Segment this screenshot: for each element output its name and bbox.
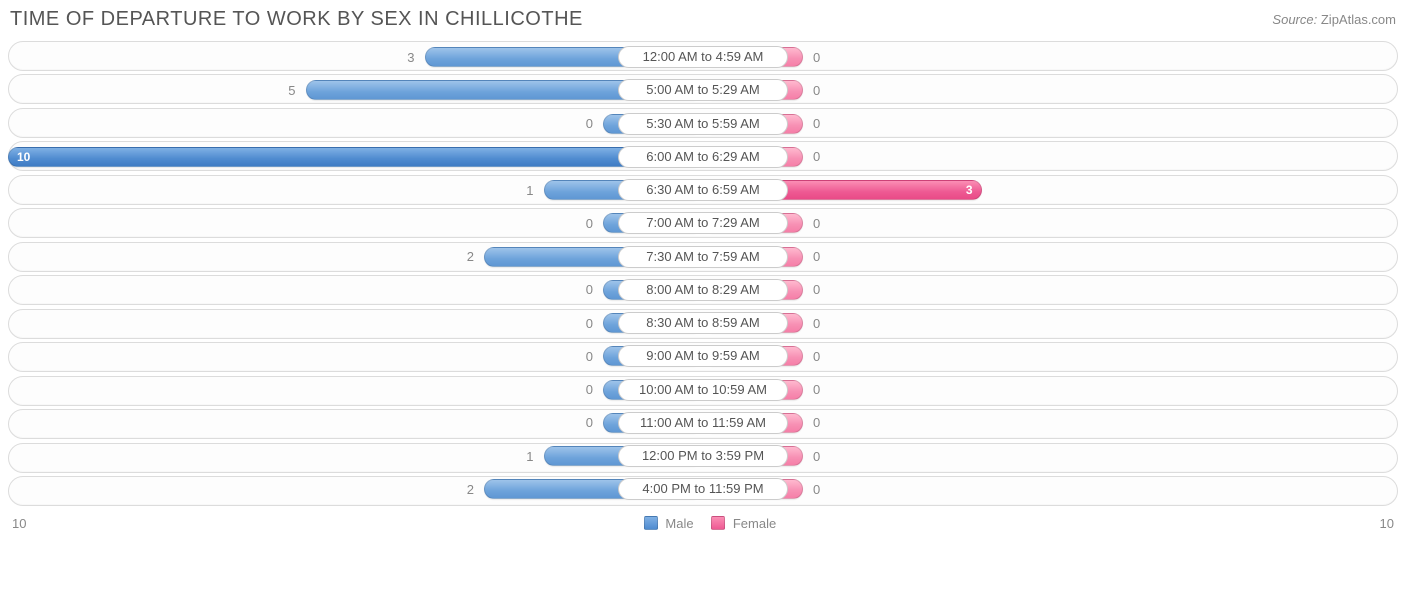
female-value: 0 — [803, 249, 830, 264]
category-label: 5:30 AM to 5:59 AM — [618, 113, 788, 135]
female-value: 0 — [803, 449, 830, 464]
male-swatch-icon — [644, 516, 658, 530]
male-value: 1 — [516, 183, 543, 198]
female-value: 3 — [966, 183, 973, 197]
data-row: 0 0 8:30 AM to 8:59 AM — [6, 307, 1400, 340]
category-label: 7:30 AM to 7:59 AM — [618, 246, 788, 268]
legend-male-label: Male — [665, 516, 693, 531]
male-value: 0 — [576, 282, 603, 297]
header: TIME OF DEPARTURE TO WORK BY SEX IN CHIL… — [6, 8, 1400, 37]
female-swatch-icon — [711, 516, 725, 530]
male-value: 3 — [397, 50, 424, 65]
female-value: 0 — [803, 282, 830, 297]
category-label: 8:00 AM to 8:29 AM — [618, 279, 788, 301]
category-label: 6:30 AM to 6:59 AM — [618, 179, 788, 201]
data-row: 1 3 6:30 AM to 6:59 AM — [6, 174, 1400, 207]
male-value: 2 — [457, 482, 484, 497]
male-value: 0 — [576, 382, 603, 397]
category-label: 10:00 AM to 10:59 AM — [618, 379, 788, 401]
category-label: 9:00 AM to 9:59 AM — [618, 345, 788, 367]
male-value: 0 — [576, 415, 603, 430]
data-row: 1 0 12:00 PM to 3:59 PM — [6, 440, 1400, 473]
female-value: 0 — [803, 83, 830, 98]
legend: Male Female — [26, 516, 1379, 531]
category-label: 12:00 AM to 4:59 AM — [618, 46, 788, 68]
male-value: 0 — [576, 216, 603, 231]
male-value: 2 — [457, 249, 484, 264]
female-value: 0 — [803, 116, 830, 131]
data-row: 0 0 11:00 AM to 11:59 AM — [6, 406, 1400, 439]
female-value: 0 — [803, 382, 830, 397]
data-row: 0 0 5:30 AM to 5:59 AM — [6, 107, 1400, 140]
source-value: ZipAtlas.com — [1321, 12, 1396, 27]
male-value: 0 — [576, 116, 603, 131]
category-label: 4:00 PM to 11:59 PM — [618, 478, 788, 500]
data-row: 5 0 5:00 AM to 5:29 AM — [6, 74, 1400, 107]
male-value: 0 — [576, 316, 603, 331]
diverging-bar-chart: 3 0 12:00 AM to 4:59 AM 5 0 5:00 AM to 5:29 A… — [6, 41, 1400, 507]
female-value: 0 — [803, 482, 830, 497]
chart-container: TIME OF DEPARTURE TO WORK BY SEX IN CHIL… — [0, 0, 1406, 537]
female-value: 0 — [803, 415, 830, 430]
male-value: 0 — [576, 349, 603, 364]
data-row: 0 0 7:00 AM to 7:29 AM — [6, 207, 1400, 240]
data-row: 0 0 8:00 AM to 8:29 AM — [6, 273, 1400, 306]
data-row: 0 0 9:00 AM to 9:59 AM — [6, 340, 1400, 373]
category-label: 8:30 AM to 8:59 AM — [618, 312, 788, 334]
data-row: 2 0 7:30 AM to 7:59 AM — [6, 240, 1400, 273]
female-value: 0 — [803, 50, 830, 65]
category-label: 5:00 AM to 5:29 AM — [618, 79, 788, 101]
scale-left-max: 10 — [12, 516, 26, 531]
category-label: 6:00 AM to 6:29 AM — [618, 146, 788, 168]
male-value: 5 — [278, 83, 305, 98]
chart-title: TIME OF DEPARTURE TO WORK BY SEX IN CHIL… — [10, 8, 583, 31]
data-row: 10 0 6:00 AM to 6:29 AM — [6, 140, 1400, 173]
source-label: Source: — [1272, 12, 1317, 27]
chart-footer: 10 Male Female 10 — [6, 510, 1400, 533]
male-value: 10 — [17, 150, 30, 164]
male-value: 1 — [516, 449, 543, 464]
source: Source: ZipAtlas.com — [1272, 12, 1396, 27]
female-value: 0 — [803, 316, 830, 331]
data-row: 0 0 10:00 AM to 10:59 AM — [6, 373, 1400, 406]
category-label: 12:00 PM to 3:59 PM — [618, 445, 788, 467]
category-label: 11:00 AM to 11:59 AM — [618, 412, 788, 434]
category-label: 7:00 AM to 7:29 AM — [618, 212, 788, 234]
data-row: 3 0 12:00 AM to 4:59 AM — [6, 41, 1400, 74]
male-bar: 10 — [8, 147, 703, 167]
scale-right-max: 10 — [1380, 516, 1394, 531]
female-value: 0 — [803, 349, 830, 364]
female-value: 0 — [803, 149, 830, 164]
female-value: 0 — [803, 216, 830, 231]
legend-female-label: Female — [733, 516, 776, 531]
data-row: 2 0 4:00 PM to 11:59 PM — [6, 473, 1400, 506]
